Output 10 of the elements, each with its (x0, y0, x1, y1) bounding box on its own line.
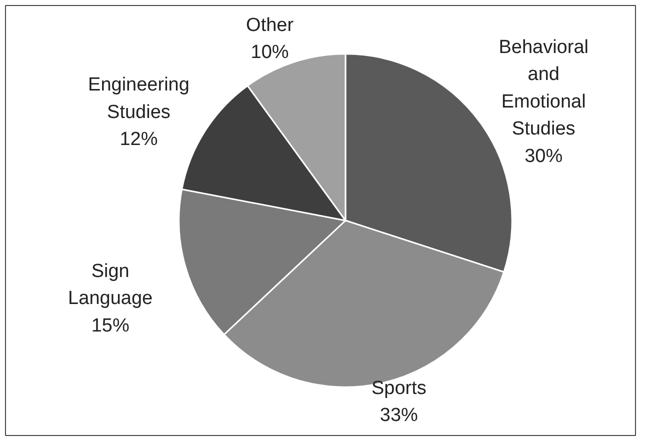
slice-label: Sports (371, 378, 426, 399)
slice-label: Engineering Studies (88, 74, 190, 123)
slice-label: Behavioral and Emotional Studies (498, 36, 588, 140)
data-label: 10% (250, 42, 289, 64)
data-label: 33% (380, 405, 418, 426)
slice-label: Sign Language (68, 260, 153, 310)
data-label: 12% (120, 129, 158, 150)
data-label: 15% (91, 315, 130, 336)
data-label: 30% (524, 146, 563, 167)
slice-label: Other (246, 14, 294, 36)
